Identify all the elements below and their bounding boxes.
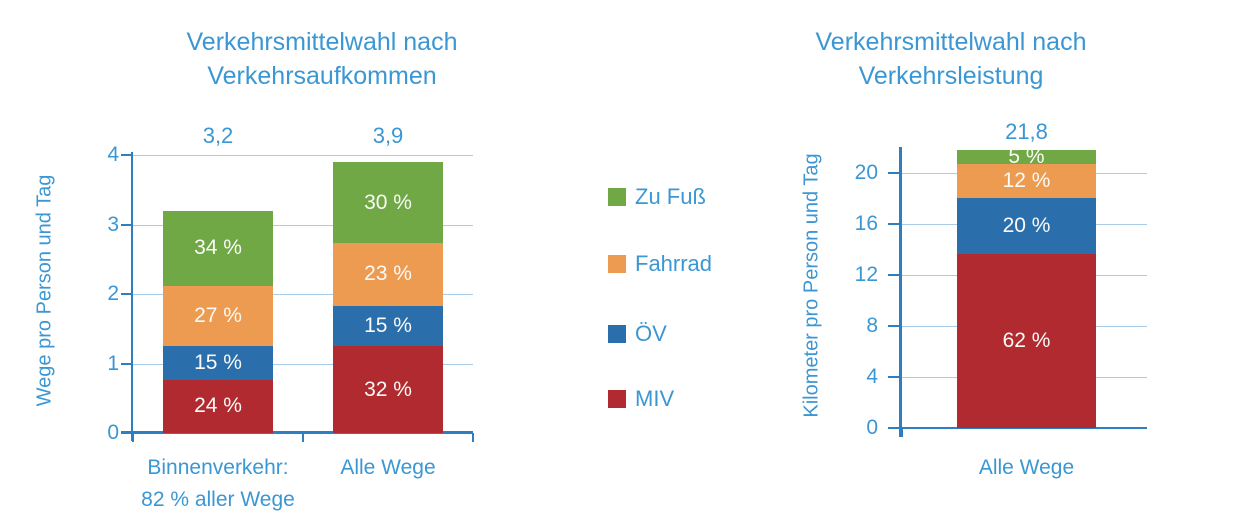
y-tick-label: 2 [107,282,119,305]
bar-segment-Fahrrad: 27 % [163,286,273,347]
y-axis-line [131,152,133,441]
axis-baseline [888,427,1147,429]
chart-title-line: Verkehrsmittelwahl nach [815,28,1087,56]
chart-title: Verkehrsmittelwahl nach Verkehrsaufkomme… [72,25,572,93]
y-tick-label: 4 [107,143,119,166]
x-tick-mark [302,433,304,442]
segment-percent-label: 32 % [364,377,412,401]
y-tick-label: 0 [866,416,878,439]
category-label: Binnenverkehr: 82 % aller Wege [141,456,295,511]
bar-segment-Zu Fuß: 5 % [957,145,1096,168]
bar-segment-ÖV: 15 % [333,305,443,347]
bar-total-label: 3,2 [202,123,234,148]
bar-segment-ÖV: 15 % [163,346,273,380]
x-tick-mark [132,433,134,442]
legend-label: Fahrrad [635,251,713,276]
gridline [902,377,1147,378]
y-tick-label: 4 [866,365,878,388]
y-tick-label: 8 [866,314,878,337]
bar-segment-Fahrrad: 12 % [957,164,1096,198]
category-label: Alle Wege [340,456,436,479]
bar-segment-MIV: 62 % [957,253,1096,428]
y-tick-label: 12 [854,263,878,286]
gridline [902,224,1147,225]
gridline [133,363,473,365]
segment-percent-label: 34 % [194,236,242,260]
bar-segment-MIV: 32 % [333,346,443,433]
bar-total-label: 3,9 [372,123,404,148]
segment-percent-label: 24 % [194,394,242,418]
zu-fuss-swatch-icon [608,188,626,206]
segment-percent-label: 12 % [1002,168,1051,192]
y-tick-label: 3 [107,212,119,236]
y-tick-mark [121,223,133,226]
gridline [902,173,1147,174]
legend-item-fahrrad: Fahrrad [608,251,712,277]
gridline [133,155,473,156]
segment-percent-label: 15 % [364,313,412,337]
fahrrad-swatch-icon [608,255,626,273]
y-tick-mark [888,223,902,225]
gridline [902,275,1147,276]
segment-percent-label: 27 % [194,304,242,328]
y-tick-label: 20 [854,161,878,184]
axis-baseline [121,431,473,434]
gridline [133,294,473,295]
bar-total-label: 21,8 [1005,119,1048,144]
gridline [902,326,1147,327]
chart-title-line: Verkehrsleistung [858,62,1044,90]
chart-title-line: Verkehrsmittelwahl nach [186,28,458,56]
y-tick-label: 0 [107,421,119,444]
oev-swatch-icon [608,325,626,343]
y-tick-mark [121,362,133,365]
segment-percent-label: 20 % [1002,213,1051,237]
legend-label: Zu Fuß [635,184,706,209]
segment-percent-label: 30 % [364,190,412,214]
bar-segment-Zu Fuß: 30 % [333,161,443,244]
y-tick-label: 1 [107,351,119,375]
y-tick-mark [121,293,133,295]
y-tick-mark [888,376,902,378]
legend-item-oev: ÖV [608,321,667,347]
segment-percent-label: 23 % [364,262,412,286]
segment-percent-label: 5 % [1008,145,1045,169]
chart-title-line: Verkehrsaufkommen [207,62,437,90]
legend-item-zu-fuss: Zu Fuß [608,184,706,210]
y-tick-label: 16 [854,212,878,235]
y-tick-mark [121,432,133,434]
legend-label: MIV [635,386,675,411]
bar-segment-Zu Fuß: 34 % [163,210,273,287]
gridline [133,224,473,226]
category-label: Alle Wege [978,456,1075,479]
x-tick-mark [472,433,474,442]
segment-percent-label: 62 % [1002,328,1051,352]
y-axis-title: Kilometer pro Person und Tag [800,153,823,418]
miv-swatch-icon [608,390,626,408]
chart-title: Verkehrsmittelwahl nach Verkehrsleistung [701,25,1201,93]
bar-segment-Fahrrad: 23 % [333,243,443,306]
x-tick-mark [901,428,903,437]
segment-percent-label: 15 % [194,350,242,374]
y-tick-mark [888,325,902,327]
y-tick-mark [121,154,133,156]
y-tick-mark [888,427,902,429]
y-axis-line [899,147,902,437]
y-axis-title: Wege pro Person und Tag [33,174,56,407]
y-tick-mark [888,274,902,276]
bar-segment-MIV: 24 % [163,379,273,433]
legend-label: ÖV [635,321,667,346]
bar-segment-ÖV: 20 % [957,197,1096,254]
legend-item-miv: MIV [608,386,674,412]
y-tick-mark [888,172,902,174]
